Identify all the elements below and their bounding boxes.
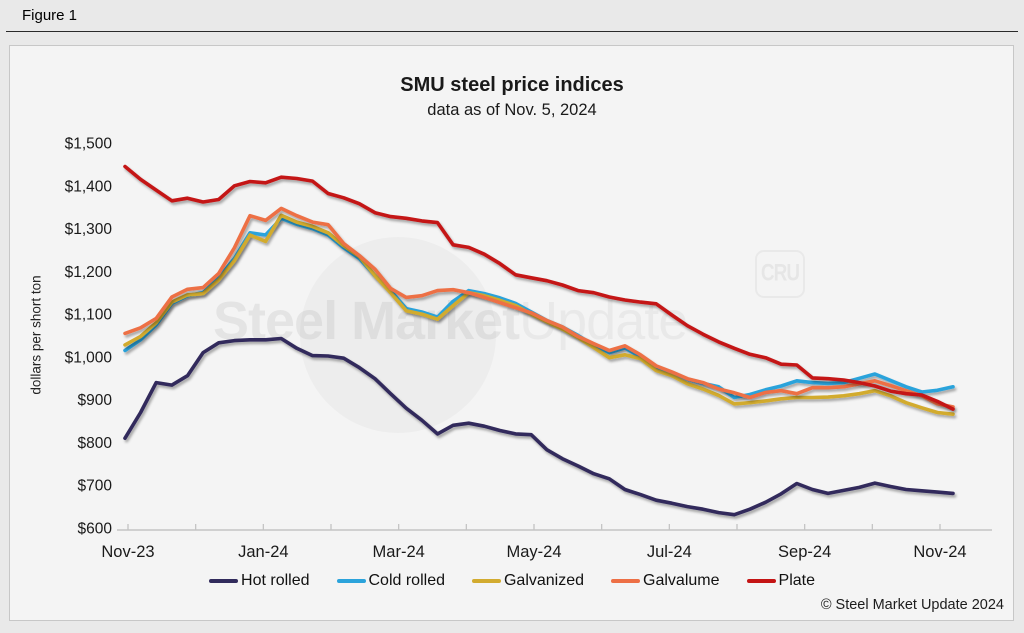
legend-label-cold-rolled: Cold rolled [368,572,445,589]
chart-panel [9,45,1014,621]
legend-swatch-hot-rolled [209,579,239,583]
legend-label-hot-rolled: Hot rolled [241,572,310,589]
y-tick-label: $1,400 [65,178,113,195]
y-tick-label: $800 [78,435,113,452]
figure-label: Figure 1 [22,7,78,24]
legend-item-galvalume: Galvalume [611,572,720,590]
figure-rule [6,31,1018,32]
y-tick-label: $1,500 [65,136,113,153]
x-tick-label: Jul-24 [647,543,692,561]
x-tick-label: Sep-24 [778,543,831,561]
x-tick-label: May-24 [506,543,561,561]
y-tick-label: $1,100 [65,307,113,324]
y-tick-label: $1,200 [65,264,113,281]
legend-swatch-plate [746,579,776,583]
legend-item-cold-rolled: Cold rolled [336,572,445,590]
y-tick-label: $1,000 [65,349,113,366]
legend-swatch-galvalume [611,579,641,583]
legend-label-galvanized: Galvanized [503,572,585,589]
legend-item-galvanized: Galvanized [471,572,585,590]
x-tick-label: Nov-24 [913,543,966,561]
legend-swatch-galvanized [471,579,501,583]
x-tick-label: Mar-24 [373,543,425,561]
copyright-text: © Steel Market Update 2024 [820,597,1004,613]
cru-logo-text: CRU [760,260,800,287]
legend-item-hot-rolled: Hot rolled [209,572,310,590]
series-line-hot-rolled [123,336,955,517]
y-tick-label: $1,300 [65,221,113,238]
series-line-plate [123,164,955,411]
chart-subtitle: data as of Nov. 5, 2024 [427,101,597,119]
series-line-galvalume [123,206,955,409]
x-tick-label: Nov-23 [101,543,154,561]
series-line-cold-rolled [123,216,955,400]
legend-label-plate: Plate [778,572,815,589]
cru-logo-badge: CRU [755,250,805,298]
x-tick-label: Jan-24 [238,543,288,561]
y-tick-label: $700 [78,478,113,495]
y-tick-label: $900 [78,392,113,409]
chart-title: SMU steel price indices [400,74,624,96]
legend-swatch-cold-rolled [336,579,366,583]
chart-legend: Hot rolled Cold rolled Galvanized Galvalume… [0,572,1024,590]
y-tick-label: $600 [78,521,113,538]
y-axis-title: dollars per short ton [28,275,44,395]
legend-label-galvalume: Galvalume [643,572,720,589]
legend-item-plate: Plate [746,572,815,590]
